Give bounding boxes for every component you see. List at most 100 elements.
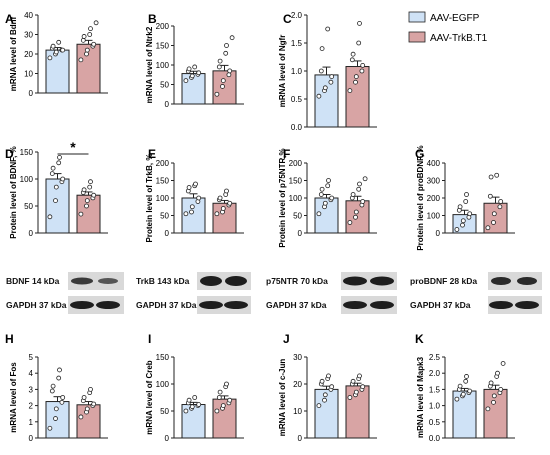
data-point [325,183,331,189]
data-point [467,211,473,217]
data-point [328,79,334,85]
y-tick-label: 100 [156,380,170,389]
blot-label-bdnf: BDNF 14 kDa [6,276,60,286]
data-point [460,222,465,228]
data-point [319,186,325,192]
bar-egfp [314,74,339,128]
panel-letter: H [5,332,14,346]
panel-h: H 0 1 2 3 4 5 mRNA level of Fos [5,332,108,443]
y-tick-label: 50 [160,81,169,90]
data-point [350,378,356,384]
y-tick-label: 30 [293,353,302,362]
y-axis-label: Protein level of TrkB, % [145,154,154,243]
blot-gapdh-strip [341,296,397,314]
data-point [193,181,198,187]
data-point [457,204,463,210]
y-tick-label: 0 [165,100,170,109]
data-point [56,160,62,166]
panel-a: A 0 10 20 30 40 mRNA level of Bdnf [5,11,108,98]
data-point [457,383,463,389]
data-point [78,414,84,420]
y-tick-label: 1 [29,418,34,427]
y-tick-label: 0 [29,229,34,238]
data-point [353,209,359,215]
panel-letter: A [5,12,14,26]
data-point [362,176,368,182]
data-point [186,185,192,190]
data-point [57,154,62,160]
data-point [60,395,66,400]
data-point [350,51,356,57]
data-point [224,188,229,194]
y-tick-label: 0.5 [429,418,441,427]
data-point [60,176,66,182]
data-point [189,204,195,210]
y-tick-label: 150 [156,353,170,362]
panel-letter: G [415,147,424,161]
data-point [189,73,195,79]
data-point [347,220,353,225]
data-point [78,57,84,63]
data-point [353,74,359,79]
panel-letter: C [283,12,292,26]
data-point [498,386,504,392]
data-point [88,386,93,392]
data-point [226,72,232,78]
y-tick-label: 4 [29,369,34,378]
data-point [220,206,226,211]
data-point [50,43,56,49]
y-tick-label: 0 [165,434,170,443]
legend-label-egfp: AAV-EGFP [430,13,480,24]
data-point [347,395,353,400]
data-point [316,93,322,99]
data-point [491,220,496,225]
data-point [196,402,202,407]
y-tick-label: 1.5 [429,385,441,394]
y-axis-label: Protein level of proBDNF, % [416,145,425,250]
y-tick-label: 100 [156,61,170,70]
blot-band [200,276,222,286]
data-point [192,395,198,400]
y-tick-label: 150 [156,42,170,51]
y-axis-label: mRNA level of Ngfr [278,35,287,108]
y-tick-label: 2.0 [291,11,303,20]
data-point [318,68,324,74]
data-point [491,211,497,217]
data-point [93,20,99,26]
data-point [53,184,59,190]
blot-band [224,301,248,309]
data-point [318,192,324,197]
data-point [56,39,62,45]
blot-band [225,276,247,286]
data-point [329,74,335,79]
y-tick-label: 200 [156,22,170,31]
y-tick-label: 0 [298,229,303,238]
y-tick-label: 10 [293,407,302,416]
data-point [356,40,362,46]
y-tick-label: 50 [160,212,169,221]
y-tick-label: 100 [20,175,34,184]
data-point [214,91,220,97]
data-point [360,384,366,390]
data-point [183,211,189,217]
blot-band [98,278,118,284]
y-tick-label: 150 [156,177,170,186]
data-point [356,186,362,192]
data-point [350,192,356,197]
data-point [360,63,366,68]
data-point [57,367,62,373]
y-tick-label: 100 [156,194,170,203]
data-point [325,26,331,32]
data-point [53,49,59,55]
blot-band [515,301,539,309]
panel-k: K 0.0 0.5 1.0 1.5 2.0 2.5 mRNA level of Mapk3 [415,332,515,443]
data-point [80,37,86,43]
y-axis-label: Protein level of BDNF, % [9,146,18,238]
y-tick-label: 5 [29,353,34,362]
blot-images [68,272,542,314]
y-tick-label: 3 [29,385,34,394]
data-point [91,192,97,198]
